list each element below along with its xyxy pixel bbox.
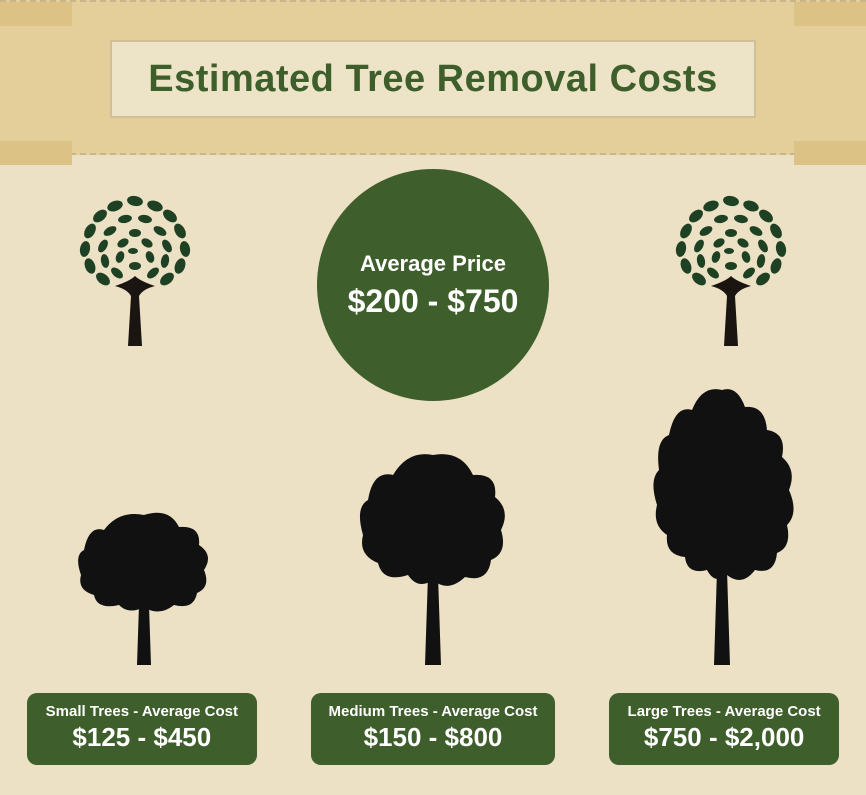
title-box: Estimated Tree Removal Costs: [110, 40, 756, 118]
tree-silhouettes-row: [0, 385, 866, 665]
decorative-tree-icon: [55, 181, 215, 351]
header-tab: [0, 2, 72, 26]
header-top-tabs: [0, 2, 866, 26]
label-title: Large Trees - Average Cost: [627, 703, 821, 720]
label-large-trees: Large Trees - Average Cost $750 - $2,000: [609, 693, 839, 765]
decorative-tree-icon: [651, 181, 811, 351]
label-price: $150 - $800: [329, 722, 538, 753]
content-area: Average Price $200 - $750: [0, 155, 866, 795]
label-price: $750 - $2,000: [627, 722, 821, 753]
label-title: Small Trees - Average Cost: [45, 703, 239, 720]
labels-row: Small Trees - Average Cost $125 - $450 M…: [0, 693, 866, 765]
label-title: Medium Trees - Average Cost: [329, 703, 538, 720]
average-price-label: Average Price: [360, 251, 506, 277]
average-price-badge: Average Price $200 - $750: [317, 169, 549, 401]
page-title: Estimated Tree Removal Costs: [148, 58, 717, 101]
label-price: $125 - $450: [45, 722, 239, 753]
header-band: Estimated Tree Removal Costs: [0, 0, 866, 155]
average-price-value: $200 - $750: [348, 283, 519, 320]
header-tab: [794, 2, 866, 26]
tree-small: [4, 495, 284, 665]
label-medium-trees: Medium Trees - Average Cost $150 - $800: [311, 693, 556, 765]
tree-medium: [293, 445, 573, 665]
tree-large: [582, 385, 862, 665]
label-small-trees: Small Trees - Average Cost $125 - $450: [27, 693, 257, 765]
